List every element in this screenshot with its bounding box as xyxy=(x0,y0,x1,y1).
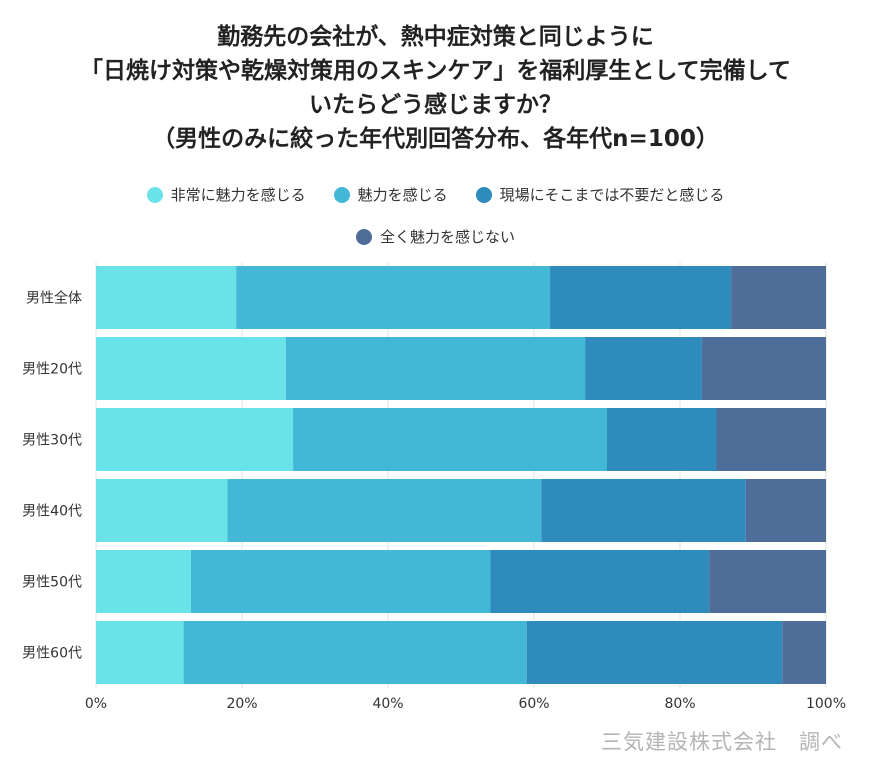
bar-segment-3-2 xyxy=(541,479,746,542)
bar-segment-5-0 xyxy=(96,621,184,684)
x-tick-label-3: 60% xyxy=(518,696,549,712)
legend-item-attractive: 魅力を感じる xyxy=(333,184,448,205)
category-label-3: 男性40代 xyxy=(22,504,82,520)
bar-segment-3-0 xyxy=(96,479,228,542)
chart-title: 勤務先の会社が、熱中症対策と同じように 「日焼け対策や乾燥対策用のスキンケア」を… xyxy=(0,20,871,156)
title-line-4: （男性のみに絞った年代別回答分布、各年代n=100） xyxy=(152,126,719,152)
bar-segment-1-0 xyxy=(96,337,286,400)
bar-segment-1-2 xyxy=(585,337,702,400)
bar-segment-2-0 xyxy=(96,408,294,471)
bar-segment-2-1 xyxy=(293,408,607,471)
category-label-0: 男性全体 xyxy=(26,290,82,307)
title-line-3: いたらどう感じますか？ xyxy=(309,92,562,118)
legend-item-unnecessary: 現場にそこまでは不要だと感じる xyxy=(475,184,725,205)
legend-row-2: 全く魅力を感じない xyxy=(0,226,871,247)
x-tick-label-4: 80% xyxy=(664,696,695,712)
legend-label-unnecessary: 現場にそこまでは不要だと感じる xyxy=(499,186,725,204)
bar-segment-4-3 xyxy=(709,550,826,613)
legend-swatch-not-attractive xyxy=(355,228,372,245)
x-tick-label-1: 20% xyxy=(226,696,257,712)
bar-segment-0-0 xyxy=(96,266,237,329)
bar-segment-4-0 xyxy=(96,550,191,613)
legend-row-1: 非常に魅力を感じる 魅力を感じる 現場にそこまでは不要だと感じる xyxy=(0,184,871,205)
bar-segment-3-3 xyxy=(745,479,826,542)
bar-segment-2-3 xyxy=(716,408,826,471)
x-tick-label-5: 100% xyxy=(806,696,846,712)
source-credit: 三気建設株式会社 調べ xyxy=(601,730,843,754)
category-label-1: 男性20代 xyxy=(22,362,82,378)
bar-segment-2-2 xyxy=(607,408,717,471)
bar-segment-4-2 xyxy=(490,550,710,613)
bar-segment-0-1 xyxy=(236,266,551,329)
x-tick-label-0: 0% xyxy=(85,696,107,712)
category-label-4: 男性50代 xyxy=(22,575,82,591)
legend-item-not-attractive: 全く魅力を感じない xyxy=(355,226,515,247)
legend-swatch-very-attractive xyxy=(146,186,163,203)
legend-swatch-unnecessary xyxy=(475,186,492,203)
bar-segment-0-2 xyxy=(550,266,732,329)
category-label-2: 男性30代 xyxy=(22,433,82,449)
legend-item-very-attractive: 非常に魅力を感じる xyxy=(146,184,306,205)
bar-segment-4-1 xyxy=(190,550,491,613)
legend-swatch-attractive xyxy=(333,186,350,203)
category-label-5: 男性60代 xyxy=(22,646,82,662)
bar-segment-5-3 xyxy=(782,621,826,684)
legend-label-attractive: 魅力を感じる xyxy=(357,186,448,204)
bar-segment-3-1 xyxy=(227,479,542,542)
x-tick-label-2: 40% xyxy=(372,696,403,712)
bar-segment-1-1 xyxy=(285,337,586,400)
bar-segment-5-1 xyxy=(183,621,527,684)
legend-label-very-attractive: 非常に魅力を感じる xyxy=(170,186,306,204)
bar-segment-5-2 xyxy=(526,621,783,684)
title-line-1: 勤務先の会社が、熱中症対策と同じように xyxy=(217,24,654,50)
bar-segment-1-3 xyxy=(701,337,826,400)
bar-segment-0-3 xyxy=(731,266,826,329)
title-line-2: 「日焼け対策や乾燥対策用のスキンケア」を福利厚生として完備して xyxy=(80,58,791,84)
legend-label-not-attractive: 全く魅力を感じない xyxy=(379,228,515,246)
